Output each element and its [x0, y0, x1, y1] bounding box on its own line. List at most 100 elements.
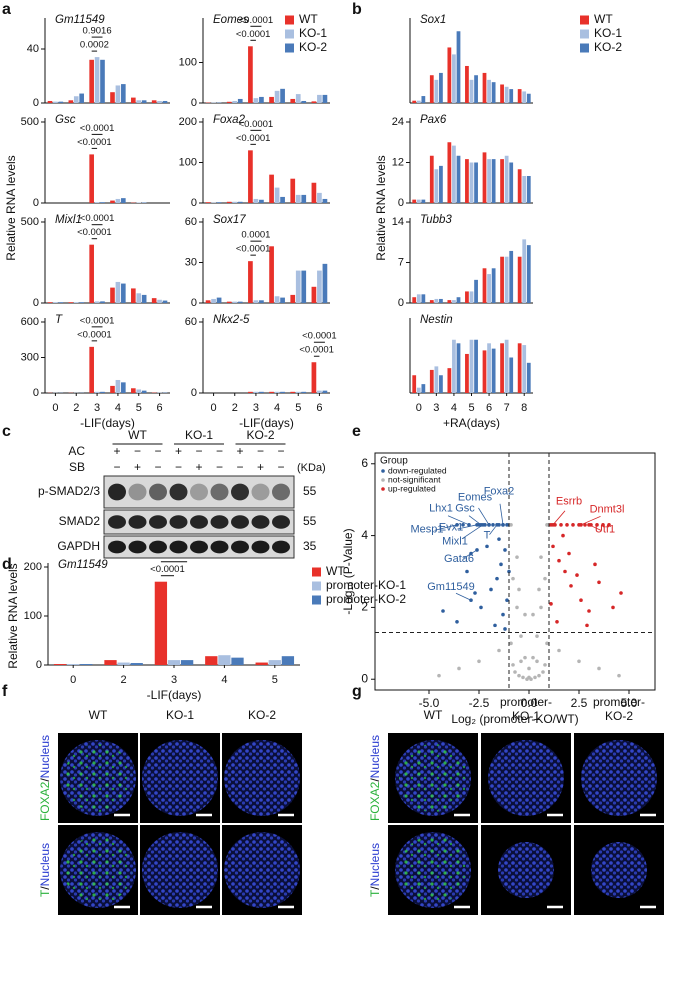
significance-label: <0.0001 — [77, 329, 112, 340]
chart-title: Gsc — [55, 114, 76, 126]
treatment-label: SB — [69, 460, 85, 474]
legend-swatch — [285, 43, 294, 53]
row-label: FOXA2/Nucleus — [368, 735, 382, 821]
y-tick-label: 14 — [392, 216, 404, 228]
point — [497, 648, 501, 653]
bar — [526, 176, 531, 203]
bar — [136, 100, 142, 103]
bar — [89, 59, 94, 103]
point — [549, 602, 553, 606]
point — [541, 670, 545, 674]
point — [525, 677, 529, 682]
y-tick-label: 0 — [361, 671, 368, 685]
treatment-mark: − — [154, 460, 161, 474]
y-tick-label: 100 — [179, 56, 197, 68]
bar — [311, 286, 317, 303]
significance-label: <0.0001 — [236, 244, 271, 255]
bar — [259, 391, 264, 393]
bar — [237, 301, 243, 303]
treatment-mark: − — [175, 460, 182, 474]
y-axis-label: Relative RNA levels — [374, 155, 388, 260]
y-tick-label: 0 — [33, 97, 39, 109]
point — [523, 655, 527, 660]
bar — [487, 159, 491, 203]
blot-band — [190, 483, 208, 501]
treatment-mark: − — [277, 460, 284, 474]
x-tick-label: 8 — [521, 402, 527, 414]
blot-band — [231, 515, 249, 529]
y-tick-label: 0 — [191, 97, 197, 109]
bar — [115, 85, 121, 103]
significance-label: <0.0001 — [239, 119, 274, 130]
group-label: KO-1 — [185, 428, 213, 442]
bar — [522, 345, 527, 393]
legend-swatch — [580, 43, 589, 53]
row-label: FOXA2/Nucleus — [38, 735, 52, 821]
bar — [311, 182, 317, 203]
label-leader — [580, 516, 601, 526]
treatment-mark: + — [134, 460, 141, 474]
label-leader — [447, 515, 470, 526]
bar — [429, 155, 434, 203]
point — [567, 551, 571, 556]
point — [491, 523, 495, 527]
bar — [89, 244, 94, 303]
point — [561, 533, 565, 538]
bar — [151, 100, 157, 103]
labeled-point — [487, 523, 491, 527]
row-label-stain: Nucleus — [38, 843, 52, 886]
bar — [110, 92, 115, 103]
point — [545, 641, 549, 646]
bar — [154, 581, 168, 665]
legend-title: Group — [380, 456, 408, 467]
bar — [121, 283, 126, 303]
column-label: WT — [89, 708, 108, 722]
point — [577, 659, 581, 664]
x-tick-label: 5 — [468, 402, 474, 414]
bar — [259, 199, 264, 203]
bar — [465, 65, 469, 103]
bar — [517, 343, 522, 393]
significance-label: <0.0001 — [150, 564, 185, 575]
bar — [100, 202, 105, 203]
x-tick-label: 5 — [295, 402, 301, 414]
bar — [295, 270, 301, 303]
row-label-sep: / — [38, 778, 52, 782]
point — [461, 523, 465, 527]
bar — [253, 198, 259, 203]
bar — [526, 245, 531, 303]
point — [527, 666, 531, 671]
legend-label: KO-2 — [594, 40, 622, 54]
label-leader — [588, 524, 602, 531]
bar — [259, 300, 264, 303]
label-leader — [499, 503, 504, 525]
mw-label: 35 — [303, 539, 317, 553]
bar — [79, 302, 84, 303]
blot-band — [231, 483, 249, 501]
point — [457, 666, 461, 671]
bar — [117, 662, 130, 665]
point — [509, 523, 513, 527]
labeled-point — [481, 523, 485, 527]
blot-band — [128, 515, 147, 529]
treatment-mark: − — [154, 444, 161, 458]
point — [509, 641, 513, 646]
blot-band — [251, 540, 270, 554]
bar — [474, 339, 478, 393]
bar — [504, 155, 509, 203]
blot-band — [108, 483, 126, 501]
bar — [104, 660, 117, 665]
legend-swatch — [312, 595, 321, 605]
y-tick-label: 0 — [191, 197, 197, 209]
bar — [517, 169, 522, 203]
point — [587, 609, 591, 613]
bar — [482, 350, 487, 393]
bar — [487, 343, 491, 393]
bar — [412, 100, 417, 103]
x-tick-label: 6 — [486, 402, 492, 414]
bar — [115, 198, 121, 203]
point — [507, 569, 511, 574]
significance-label: <0.0001 — [239, 15, 274, 26]
bar — [269, 174, 274, 203]
gene-label: Gata6 — [444, 553, 474, 565]
